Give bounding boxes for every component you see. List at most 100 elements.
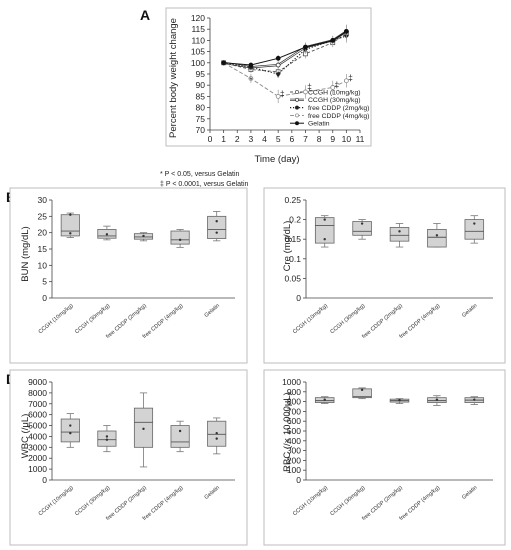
panel-d-data-point — [105, 435, 109, 438]
panel-d-y-tick-label: 8000 — [28, 388, 47, 398]
panel-b-y-tick-label: 0 — [42, 293, 47, 303]
panel-a-significance-mark: ‡ — [334, 79, 339, 89]
panel-e-y-tick-label: 900 — [287, 387, 301, 397]
panel-a-annotations: * * ‡ ‡ ‡ ‡ — [249, 73, 353, 99]
panel-a-significance-mark: * — [249, 75, 253, 85]
panel-b-y-axis-title: BUN (mg/dL) — [20, 226, 31, 281]
panel-a-y-tick-label: 105 — [191, 47, 205, 57]
panel-a-line-chart: A Percent body weight change Time (day) … — [140, 7, 372, 165]
panel-b-data-point — [215, 220, 218, 223]
panel-d-y-tick-label: 0 — [42, 475, 47, 485]
panel-d-y-tick-label: 3000 — [28, 442, 47, 452]
panel-e-y-tick-label: 100 — [287, 465, 301, 475]
panel-a-data-point — [330, 85, 336, 90]
panel-e-y-tick-label: 200 — [287, 455, 301, 465]
panel-a-legend-label: Gelatin — [308, 121, 330, 128]
panel-d-data-point — [178, 429, 182, 433]
panel-c-data-point — [323, 218, 326, 221]
panel-a-legend-label: free CDDP (2mg/kg) — [308, 105, 369, 112]
panel-a-x-tick-label: 4 — [262, 134, 267, 144]
panel-b-data-point — [69, 232, 72, 235]
panel-a-y-tick-label: 100 — [191, 58, 205, 68]
panel-a-x-tick-label: 6 — [289, 134, 294, 144]
panel-a-data-point — [275, 94, 281, 99]
panel-e-data-point — [398, 398, 401, 402]
panel-a-x-tick-label: 2 — [235, 134, 240, 144]
panel-b-data-point — [215, 231, 218, 234]
panel-e-data-point — [473, 398, 476, 401]
panel-d-data-point — [215, 431, 218, 435]
panel-a-data-point — [248, 62, 254, 68]
panel-c-data-point — [473, 222, 476, 225]
panel-a-legend: CCGH (10mg/kg)CCGH (30mg/kg)free CDDP (2… — [290, 89, 369, 128]
panel-a-data-point — [275, 55, 281, 61]
significance-note-1: * P < 0.05, versus Gelatin — [160, 171, 240, 178]
panel-a-y-tick-label: 115 — [191, 24, 205, 34]
panel-e-y-tick-label: 700 — [287, 406, 301, 416]
panel-d-data-point — [215, 437, 218, 440]
panel-a-y-tick-label: 90 — [196, 80, 206, 90]
panel-d-box — [60, 418, 80, 443]
panel-a-x-tick-label: 8 — [317, 134, 322, 144]
panel-e-y-tick-label: 500 — [287, 426, 301, 436]
panel-c-y-tick-label: 0.15 — [284, 234, 301, 244]
panel-a-data-point — [343, 29, 349, 34]
panel-a-data-point — [248, 76, 254, 81]
panel-b-y-tick-label: 5 — [42, 277, 47, 287]
panel-b-y-tick-label: 15 — [38, 244, 48, 254]
panel-c-box — [314, 217, 335, 244]
panel-a-legend-marker — [295, 113, 299, 118]
panel-a-legend-marker — [295, 121, 299, 126]
panel-e-box-plot: E RBC (/× 10,000μL) 01002003004005006007… — [263, 369, 506, 546]
panel-c-data-point — [398, 230, 401, 233]
panel-a-significance-mark: ‡ — [307, 82, 312, 92]
panel-a-y-tick-label: 110 — [191, 35, 205, 45]
panel-d-y-tick-label: 1000 — [28, 464, 47, 474]
panel-a-data-point — [303, 89, 308, 95]
panel-a-series-line — [223, 62, 347, 97]
panel-a-legend-marker — [295, 90, 299, 94]
panel-e-y-tick-label: 300 — [287, 446, 301, 456]
panel-c-y-axis-title: Cre (mg/dL) — [282, 221, 293, 272]
panel-b-box — [207, 215, 227, 239]
panel-b-data-point — [142, 234, 145, 238]
panel-a-significance-mark: ‡ — [280, 88, 285, 98]
panel-c-data-point — [435, 234, 439, 237]
panel-d-box — [170, 425, 190, 448]
panel-b-y-tick-label: 30 — [38, 195, 48, 205]
panel-d-data-point — [142, 427, 145, 431]
panel-a-x-tick-label: 0 — [208, 134, 213, 144]
panel-d-y-tick-label: 2000 — [28, 453, 47, 463]
panel-a-frame — [165, 7, 372, 147]
panel-a-x-tick-label: 1 — [221, 134, 226, 144]
panel-d-frame — [9, 369, 248, 546]
panel-a-y-tick-label: 70 — [196, 125, 206, 135]
panel-a-data-point — [275, 71, 281, 77]
panel-a-y-tick-label: 75 — [196, 114, 206, 124]
panel-a-legend-label: CCGH (30mg/kg) — [308, 97, 361, 104]
panel-a-y-tick-label: 120 — [191, 13, 205, 23]
panel-a-data-point — [275, 62, 281, 68]
panel-a-data-point — [343, 78, 349, 84]
panel-d-y-tick-label: 5000 — [28, 421, 47, 431]
panel-b-box — [170, 230, 190, 245]
panel-a-y-tick-label: 80 — [196, 103, 206, 113]
panel-c-box — [427, 228, 447, 248]
panel-b-data-point — [105, 233, 109, 236]
panel-c-y-tick-label: 0.2 — [289, 215, 301, 225]
panel-b-y-tick-label: 20 — [38, 228, 48, 238]
panel-b-data-point — [178, 238, 182, 242]
panel-d-box-plot: D WBC (/μL) 0100020003000400050006000700… — [6, 369, 248, 546]
panel-a-y-axis-title: Percent body weight change — [168, 18, 179, 138]
panel-a-legend-marker — [295, 97, 299, 102]
panel-a-y-tick-label: 85 — [196, 91, 206, 101]
panel-a-legend-marker — [295, 105, 299, 110]
panel-d-data-point — [105, 438, 109, 441]
panel-e-y-tick-label: 1000 — [282, 377, 301, 387]
panel-c-box — [389, 227, 410, 242]
panel-a-x-tick-label: 7 — [303, 134, 308, 144]
panel-d-y-tick-label: 9000 — [28, 377, 47, 387]
